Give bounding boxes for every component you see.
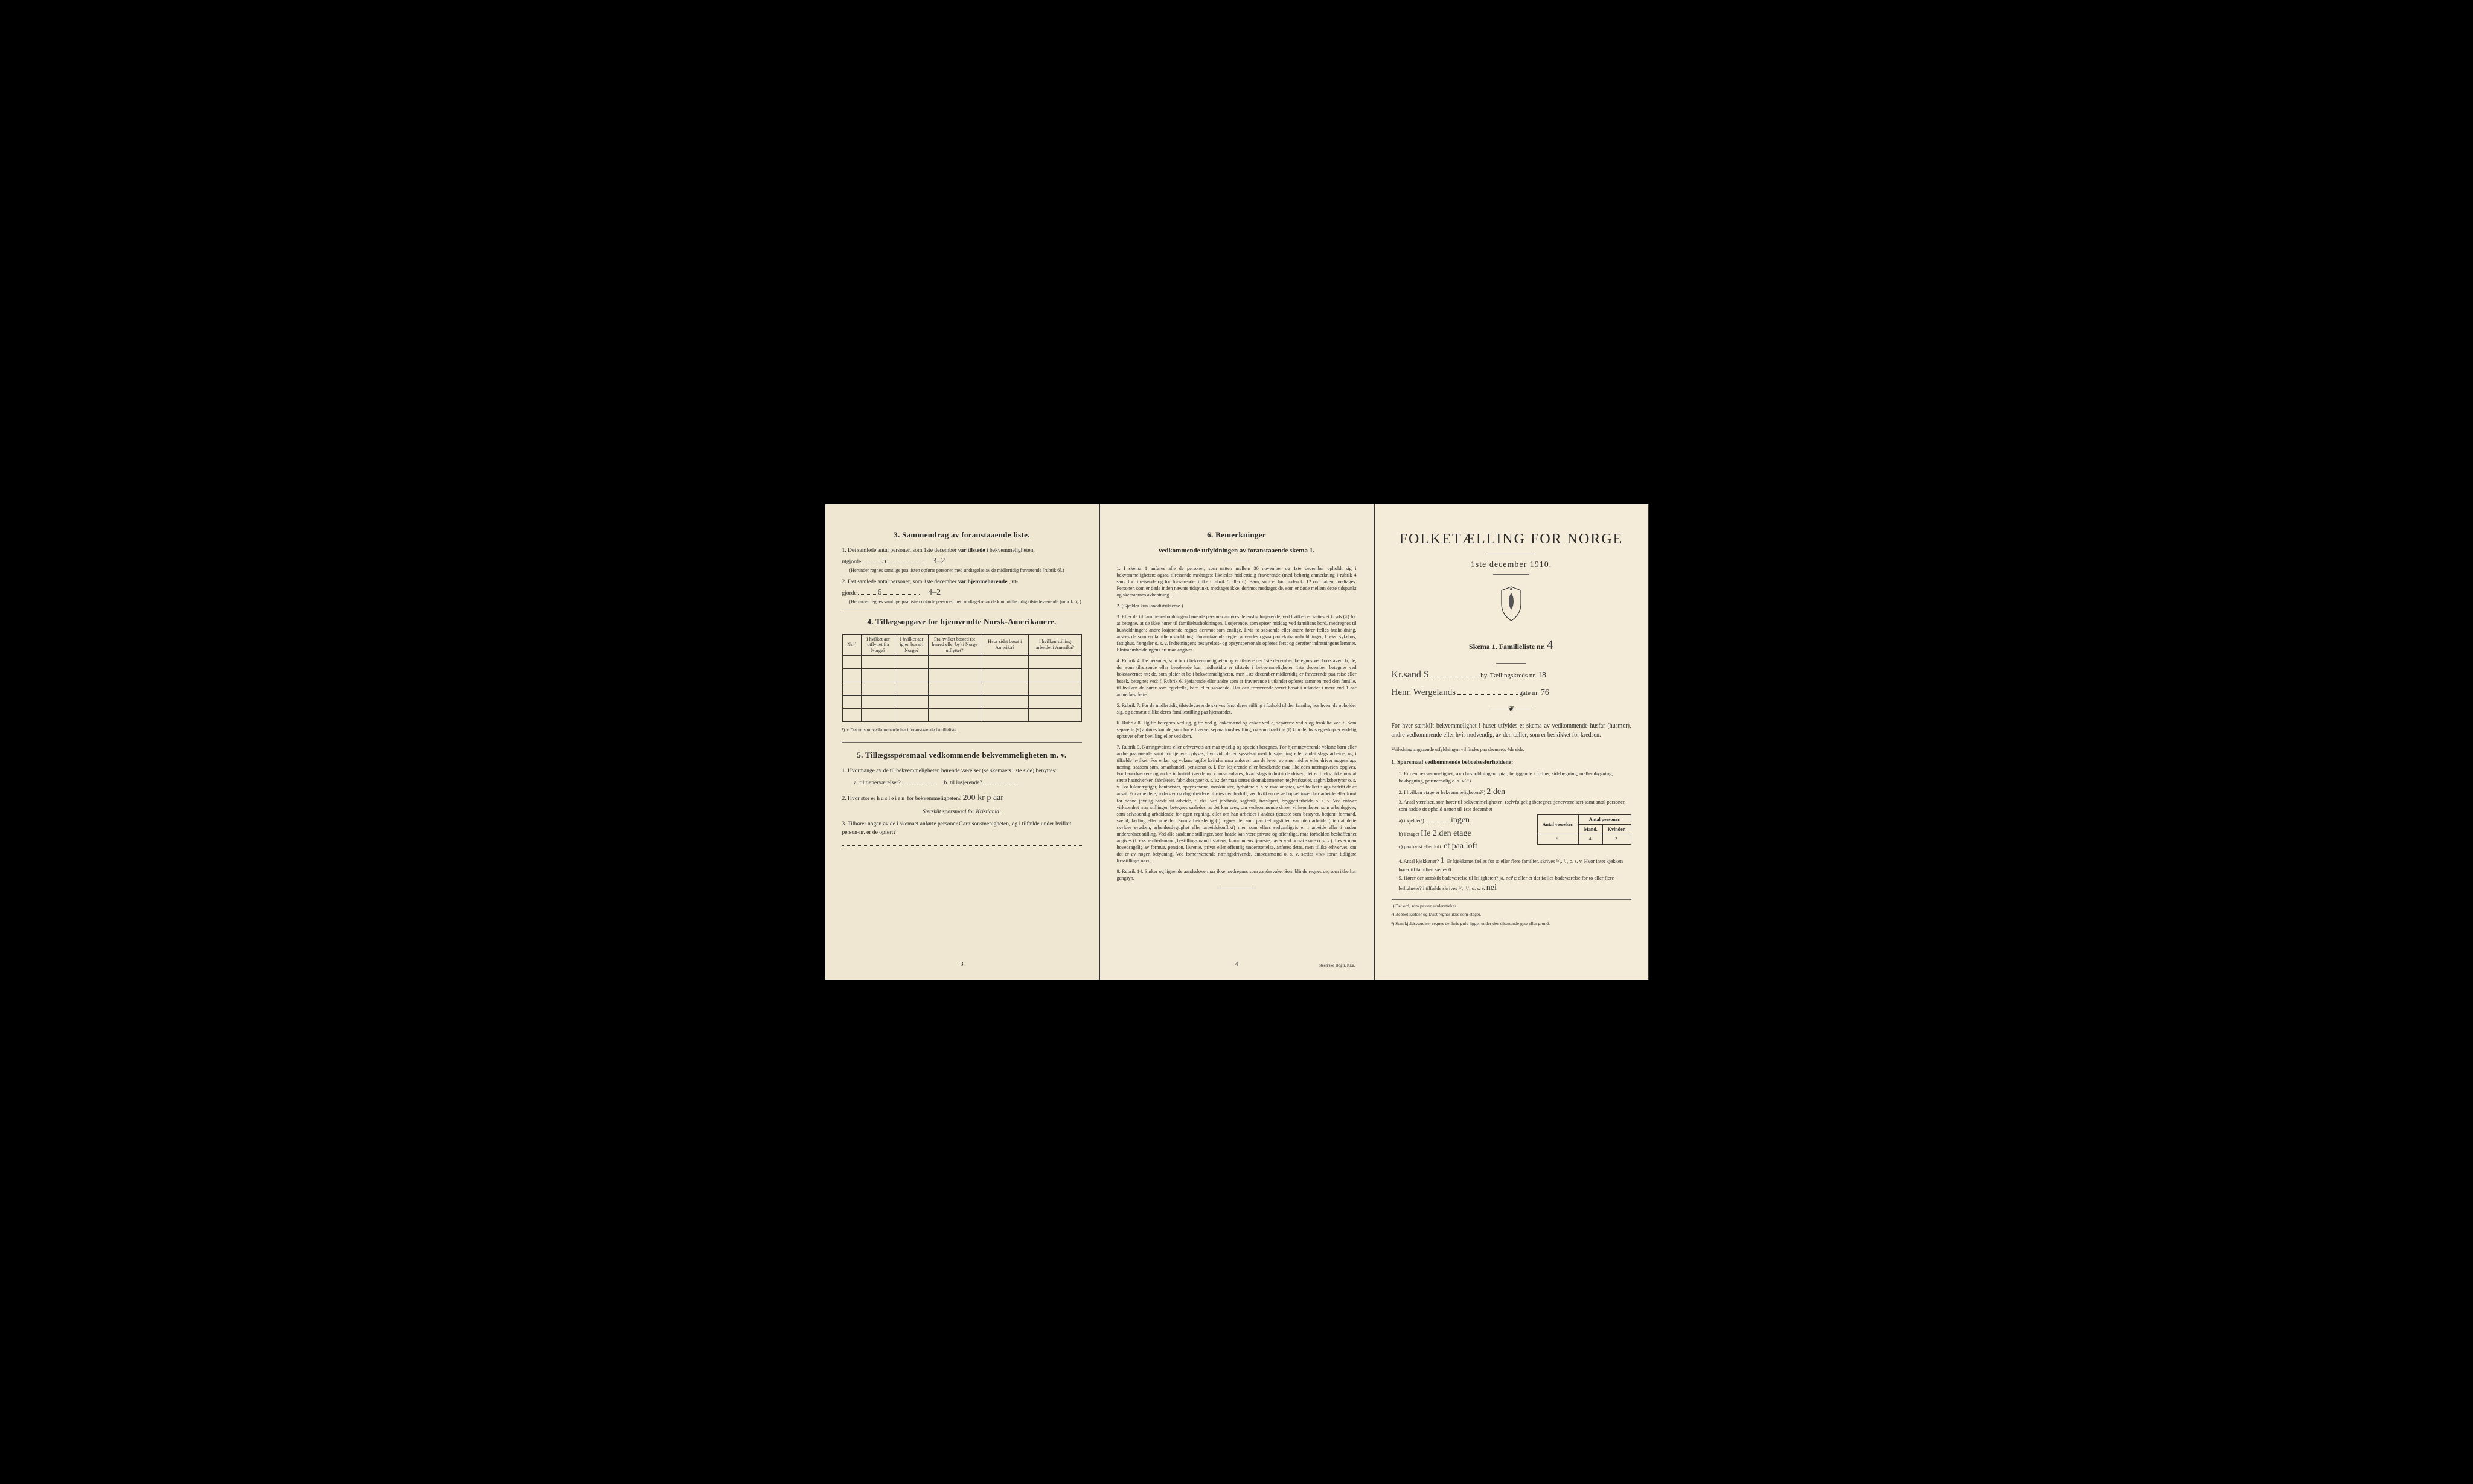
printer-mark: Steen'ske Bogtr. Kr.a. (1319, 963, 1355, 969)
footnote: ²) Beboet kjelder og kvist regnes ikke s… (1392, 912, 1631, 918)
section-6-title: 6. Bemerkninger (1117, 529, 1357, 540)
q5-1: 1. Hvormange av de til bekvemmeligheten … (842, 767, 1082, 775)
page-1-title: FOLKETÆLLING FOR NORGE 1ste december 191… (1374, 504, 1649, 980)
item2-note: (Herunder regnes samtlige paa listen opf… (849, 599, 1082, 605)
section-3-title: 3. Sammendrag av foranstaaende liste. (842, 529, 1082, 540)
familieliste-nr: 4 (1547, 637, 1553, 652)
item2-annotation: 4–2 (928, 588, 941, 597)
q1-1: 1. Er den bekvemmelighet, som husholdnin… (1399, 770, 1631, 785)
q5-1ab: a. til tjenerværelser? b. til losjerende… (854, 779, 1082, 787)
gate-line: Henr. Wergelands gate nr. 76 (1392, 686, 1631, 699)
skema-line: Skema 1. Familieliste nr. 4 (1392, 636, 1631, 654)
intro-text: For hver særskilt bekvemmelighet i huset… (1392, 721, 1631, 740)
page-3-summary: 3. Sammendrag av foranstaaende liste. 1.… (825, 504, 1099, 980)
q5-3: 3. Tilhører nogen av de i skemaet anført… (842, 820, 1082, 837)
table-row (842, 682, 1081, 696)
q5-3-heading: Særskilt spørsmaal for Kristiania: (842, 808, 1082, 816)
remarks-item: 5. Rubrik 7. For de midlertidig tilstede… (1117, 702, 1357, 715)
guide-text: Veiledning angaaende utfyldningen vil fi… (1392, 747, 1631, 753)
crest-icon (1392, 586, 1631, 625)
kreds-value: 18 (1538, 671, 1546, 680)
census-title: FOLKETÆLLING FOR NORGE (1392, 529, 1631, 550)
gate-name: Henr. Wergelands (1392, 688, 1456, 697)
q1-2: 2. I hvilken etage er bekvemmeligheten?²… (1399, 786, 1631, 798)
footnote: ¹) Det ord, som passer, understrekes. (1392, 903, 1631, 910)
remarks-item: 1. I skema 1 anføres alle de personer, s… (1117, 565, 1357, 598)
remarks-item: 4. Rubrik 4. De personer, som bor i bekv… (1117, 657, 1357, 697)
item-1: 1. Det samlede antal personer, som 1ste … (842, 546, 1082, 574)
table-row (842, 709, 1081, 722)
table-row: 5. 4. 2. (1537, 834, 1631, 844)
remarks-item: 2. (Gjælder kun landdistrikterne.) (1117, 603, 1357, 609)
q1-title: 1. Spørsmaal vedkommende beboelsesforhol… (1392, 760, 1514, 766)
section-6-subtitle: vedkommende utfyldningen av foranstaaend… (1117, 546, 1357, 555)
remarks-item: 6. Rubrik 8. Ugifte betegnes ved ug, gif… (1117, 720, 1357, 740)
table-row (842, 696, 1081, 709)
page-4-remarks: 6. Bemerkninger vedkommende utfyldningen… (1099, 504, 1374, 980)
census-document: 3. Sammendrag av foranstaaende liste. 1.… (825, 504, 1649, 980)
remarks-item: 3. Efter de til familiehusholdningen hør… (1117, 613, 1357, 653)
footnote: ³) Som kjeldsværelser regnes de, hvis gu… (1392, 921, 1631, 927)
item-2: 2. Det samlede antal personer, som 1ste … (842, 578, 1082, 606)
table-footnote: ¹) ɔ: Det nr. som vedkommende har i fora… (842, 727, 1082, 734)
q1-2-value: 2 den (1486, 787, 1505, 796)
city-line: Kr.sand S by. Tællingskreds nr. 18 (1392, 668, 1631, 682)
q1-5: 5. Hører der særskilt badeværelse til le… (1399, 875, 1631, 894)
gate-value: 76 (1541, 688, 1549, 697)
ornament-icon: ⸻❦⸻ (1392, 704, 1631, 714)
item1-note: (Herunder regnes samtlige paa listen opf… (849, 568, 1082, 574)
remarks-list: 1. I skema 1 anføres alle de personer, s… (1117, 565, 1357, 882)
q1-3: 3. Antal værelser, som hører til bekvemm… (1399, 799, 1631, 813)
q5-2-value: 200 kr p aar (963, 793, 1003, 802)
census-date: 1ste december 1910. (1392, 559, 1631, 571)
item1-value: 5 (882, 557, 886, 566)
page-number: 4 (1235, 961, 1238, 969)
q1-4: 4. Antal kjøkkener? 1 Er kjøkkenet fælle… (1399, 855, 1631, 874)
amerikanere-table: Nr.¹) I hvilket aar utflyttet fra Norge?… (842, 634, 1082, 723)
section-4-title: 4. Tillægsopgave for hjemvendte Norsk-Am… (842, 616, 1082, 627)
remarks-item: 7. Rubrik 9. Næringsveiens eller erhverv… (1117, 744, 1357, 864)
page-number: 3 (961, 961, 964, 969)
q5-2: 2. Hvor stor er husleien for bekvemmelig… (842, 792, 1082, 804)
item1-annotation: 3–2 (933, 557, 945, 566)
footnotes: ¹) Det ord, som passer, understrekes. ²) … (1392, 903, 1631, 927)
table-row (842, 656, 1081, 669)
table-row (842, 669, 1081, 682)
section-5-title: 5. Tillægsspørsmaal vedkommende bekvemme… (842, 750, 1082, 761)
persons-table: Antal værelser. Antal personer. Mand. Kv… (1537, 814, 1631, 845)
item2-value: 6 (878, 588, 882, 597)
city-value: Kr.sand S (1392, 670, 1429, 680)
remarks-item: 8. Rubrik 14. Sinker og lignende aandssl… (1117, 868, 1357, 881)
